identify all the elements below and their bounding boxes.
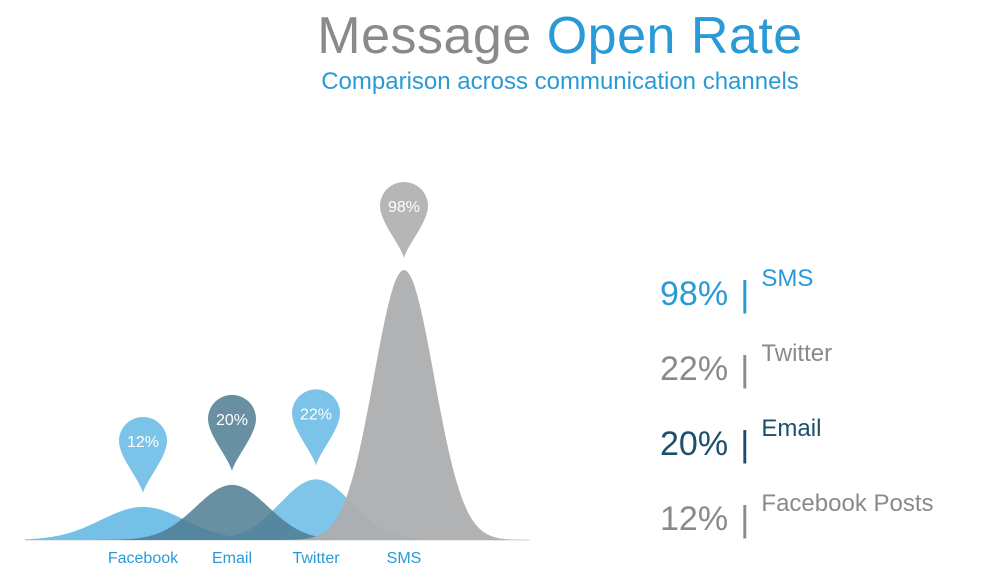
stat-divider: | [740,348,750,389]
data-label: 12% [127,434,159,451]
curve-twitter [25,479,530,540]
stat-row: 98% | SMS [660,265,813,315]
stat-row: 22% | Twitter [660,340,832,390]
curve-email [25,484,530,540]
stat-percent: 22% [660,350,729,388]
pin-twitter: 22% [292,389,340,466]
stat-label: Email [761,415,822,442]
page-subtitle: Comparison across communication channels [321,68,799,95]
title-part-open-rate: Open Rate [546,7,803,65]
stat-row: 20% | Email [660,415,821,465]
pin-facebook: 12% [119,416,167,493]
data-label: 22% [300,406,332,423]
stat-percent: 98% [660,275,729,313]
stat-label: Twitter [761,340,833,367]
category-label: Facebook [108,550,179,567]
pin-email: 20% [208,394,256,471]
stat-divider: | [740,498,750,539]
curve-sms [25,270,530,540]
category-label: Twitter [292,550,340,567]
pin-sms: 98% [380,182,428,258]
stat-percent: 20% [660,425,729,463]
stat-label: Facebook Posts [761,490,934,517]
data-label: 20% [216,412,248,429]
stat-row: 12% | Facebook Posts [660,490,934,540]
category-label: Email [212,550,252,567]
stat-label: SMS [761,265,814,292]
pin-shape [380,182,428,258]
stat-divider: | [740,273,750,314]
pin-shape [119,416,167,493]
title-part-message: Message [317,7,532,65]
page-title: Message Open Rate [0,6,1000,66]
pin-shape [208,394,256,471]
category-label: SMS [387,550,422,567]
stat-divider: | [740,423,750,464]
stat-percent: 12% [660,500,729,538]
open-rate-chart: 12% 20% 22% 98% Facebook Email Twitter SMS [25,182,530,567]
data-label: 98% [388,199,420,216]
curve-facebook [25,506,530,540]
pin-shape [292,389,340,466]
